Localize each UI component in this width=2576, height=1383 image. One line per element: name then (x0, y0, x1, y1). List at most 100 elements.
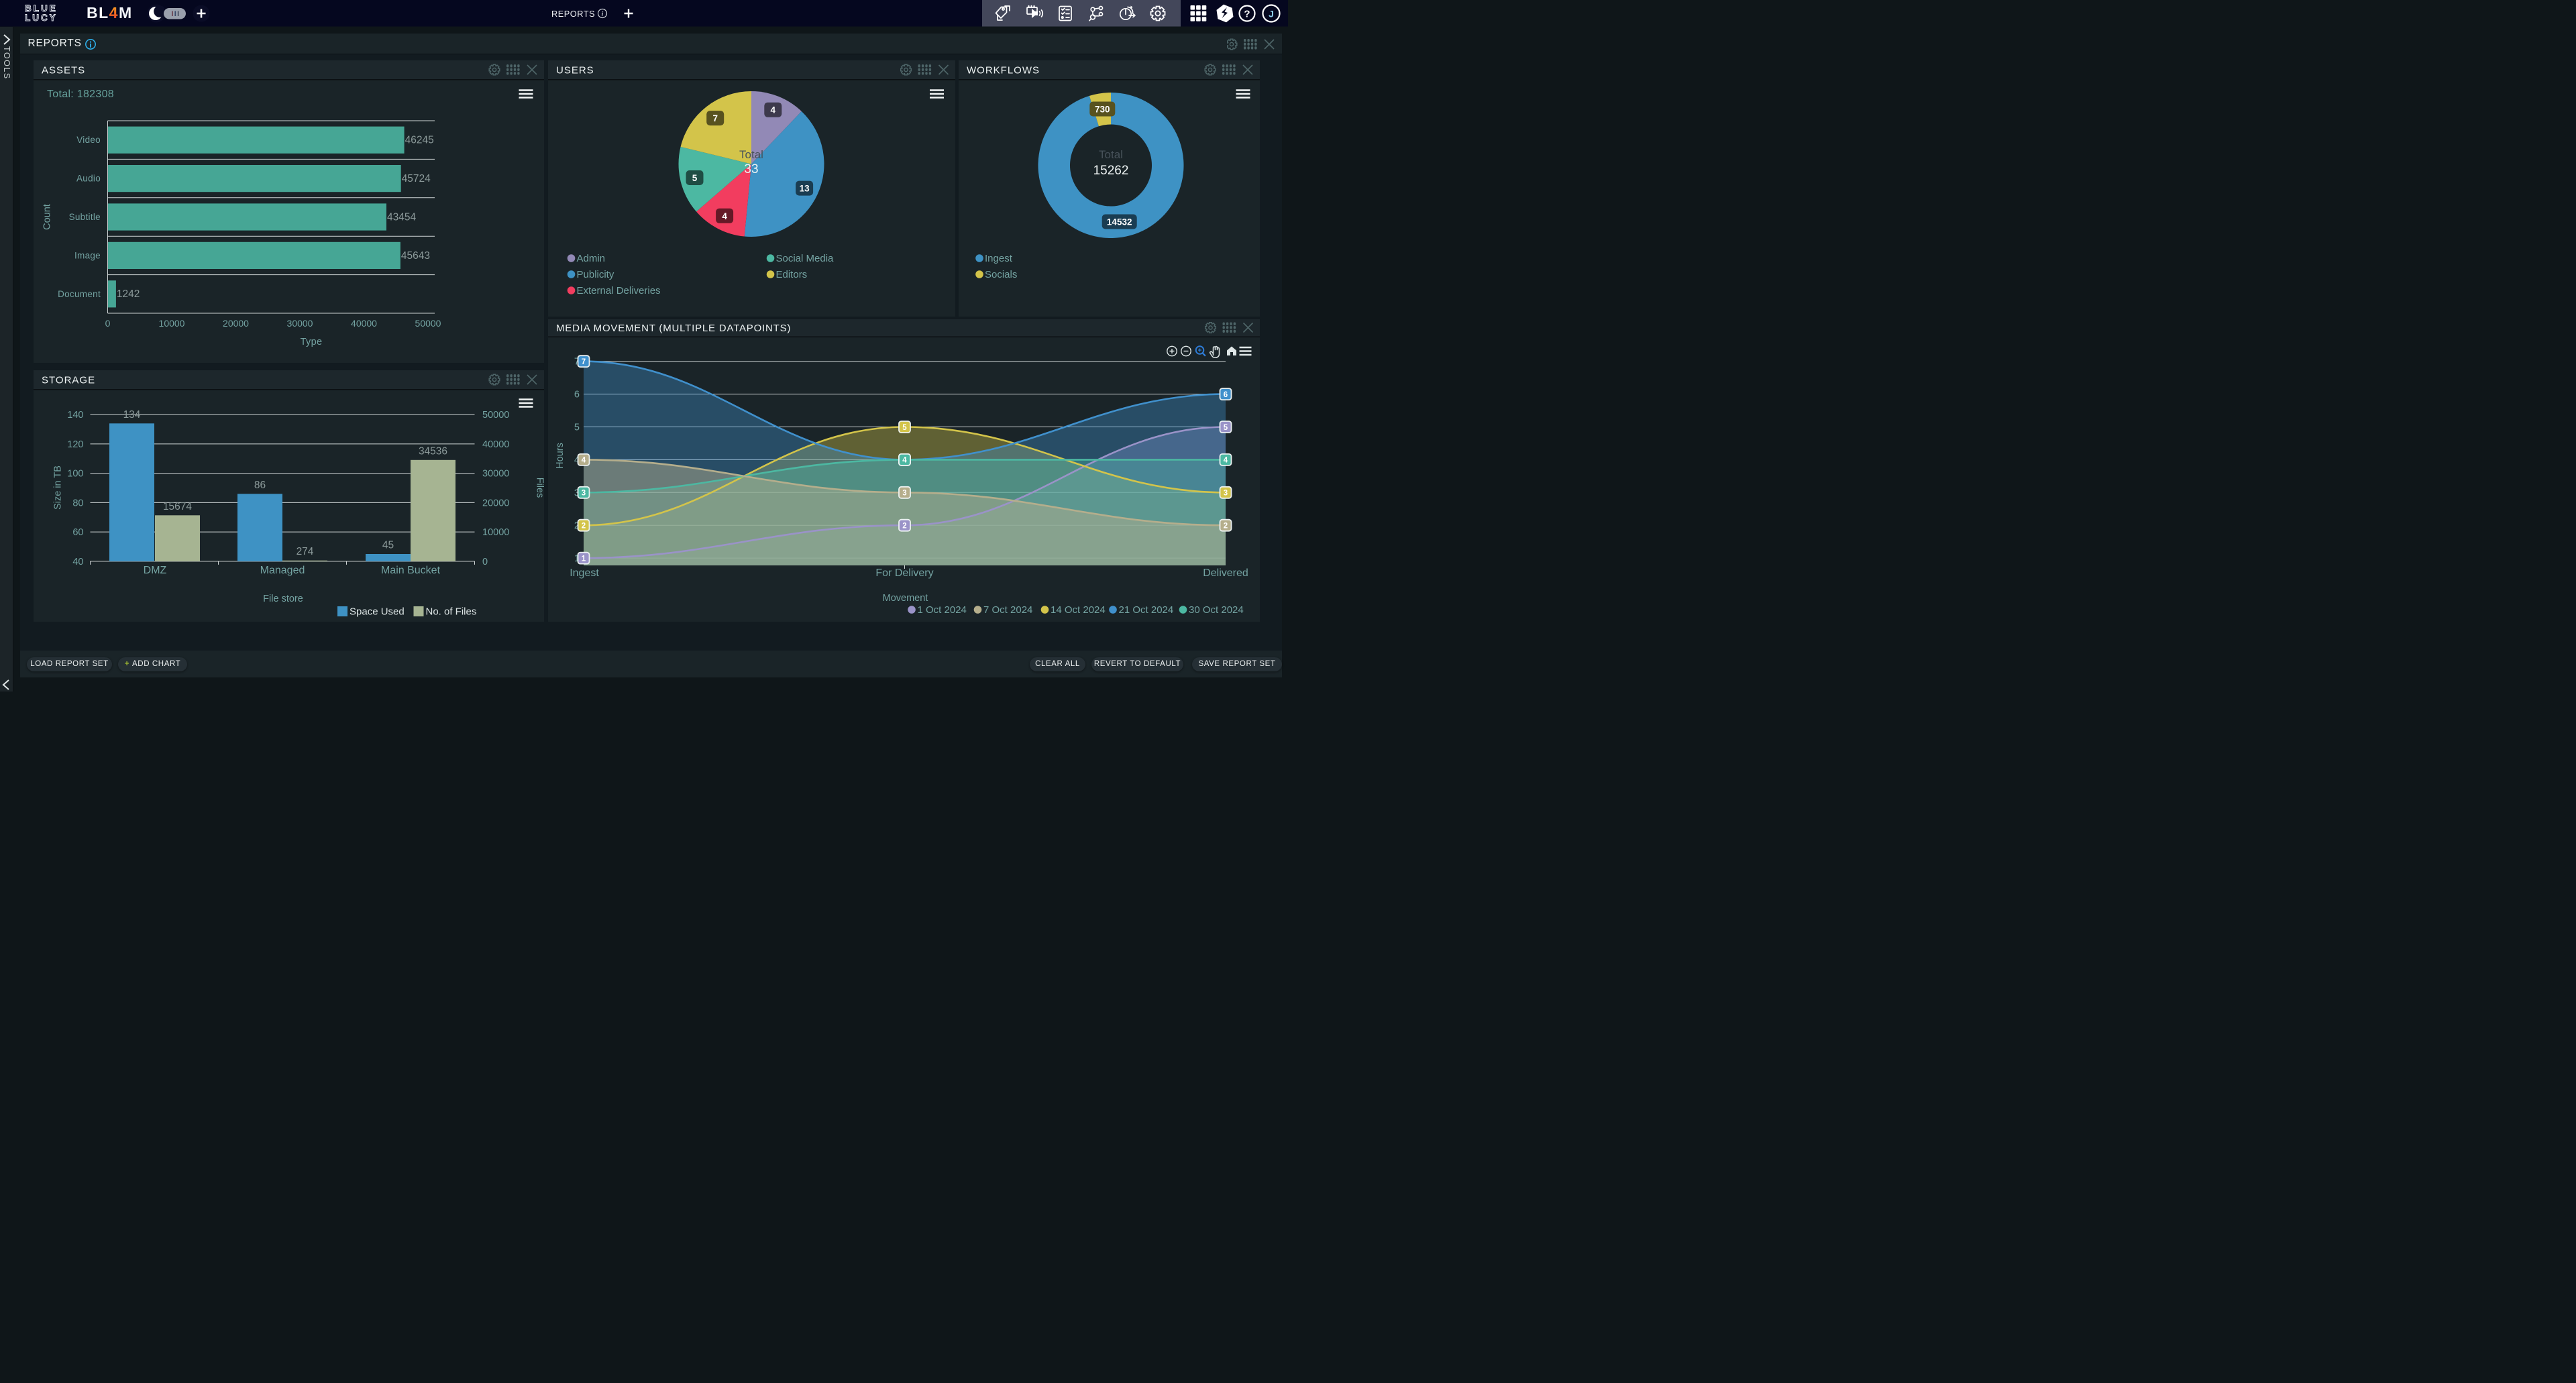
svg-text:Ingest: Ingest (570, 567, 599, 579)
svg-text:DMZ: DMZ (144, 565, 167, 576)
svg-text:LUCY: LUCY (25, 13, 58, 23)
svg-text:30000: 30000 (482, 468, 509, 479)
svg-text:Movement: Movement (882, 593, 928, 604)
svg-text:45643: 45643 (401, 250, 430, 262)
svg-text:274: 274 (297, 546, 314, 557)
svg-text:No. of Files: No. of Files (426, 606, 477, 617)
svg-text:40: 40 (72, 556, 83, 567)
svg-text:100: 100 (67, 468, 83, 479)
svg-text:15674: 15674 (163, 500, 192, 512)
svg-text:0: 0 (105, 318, 111, 329)
svg-text:Publicity: Publicity (576, 269, 614, 280)
svg-text:20000: 20000 (223, 318, 249, 329)
svg-text:45: 45 (382, 539, 394, 551)
svg-text:2: 2 (581, 522, 585, 531)
svg-text:Total: 182308: Total: 182308 (47, 89, 114, 100)
svg-text:30 Oct 2024: 30 Oct 2024 (1189, 604, 1244, 616)
svg-text:STORAGE: STORAGE (42, 374, 95, 386)
svg-text:86: 86 (254, 479, 266, 490)
svg-text:2: 2 (574, 520, 579, 531)
svg-text:730: 730 (1095, 105, 1110, 115)
svg-text:13: 13 (799, 184, 810, 194)
svg-text:Social Media: Social Media (775, 253, 834, 264)
svg-text:REPORTS: REPORTS (551, 9, 595, 19)
svg-text:Files: Files (535, 477, 545, 498)
svg-text:Socials: Socials (985, 269, 1017, 280)
svg-text:USERS: USERS (556, 65, 594, 76)
svg-text:5: 5 (902, 424, 907, 432)
svg-text:21 Oct 2024: 21 Oct 2024 (1118, 604, 1173, 616)
svg-text:4: 4 (722, 211, 727, 221)
svg-text:7: 7 (581, 358, 585, 366)
svg-text:Video: Video (76, 135, 101, 145)
svg-text:3: 3 (574, 488, 579, 498)
svg-text:10000: 10000 (159, 318, 185, 329)
svg-text:134: 134 (123, 408, 141, 420)
svg-text:i: i (602, 11, 604, 18)
svg-text:Admin: Admin (576, 253, 605, 264)
svg-text:50000: 50000 (415, 318, 441, 329)
svg-text:External Deliveries: External Deliveries (576, 285, 660, 296)
svg-text:Editors: Editors (775, 269, 807, 280)
svg-text:7: 7 (712, 113, 718, 123)
svg-text:15262: 15262 (1093, 164, 1129, 178)
svg-text:50000: 50000 (482, 410, 509, 421)
svg-text:Main Bucket: Main Bucket (381, 565, 441, 576)
svg-text:Size in TB: Size in TB (52, 465, 63, 510)
svg-text:4: 4 (902, 457, 907, 465)
svg-text:60: 60 (72, 527, 83, 538)
svg-text:45724: 45724 (402, 173, 431, 184)
svg-text:J: J (1269, 9, 1274, 19)
svg-text:3: 3 (1223, 490, 1227, 498)
svg-text:33: 33 (744, 162, 758, 176)
svg-text:4: 4 (1223, 457, 1228, 465)
svg-text:Managed: Managed (260, 565, 305, 576)
svg-text:Count: Count (42, 204, 53, 230)
svg-text:1242: 1242 (117, 288, 140, 300)
svg-text:7: 7 (574, 357, 579, 368)
svg-text:43454: 43454 (387, 211, 416, 223)
svg-text:5: 5 (692, 173, 697, 183)
svg-text:6: 6 (1223, 391, 1227, 399)
svg-text:Space Used: Space Used (350, 606, 405, 617)
svg-text:140: 140 (67, 410, 83, 421)
svg-text:Document: Document (58, 289, 101, 299)
svg-text:3: 3 (581, 490, 585, 498)
svg-text:BL4M: BL4M (87, 4, 133, 21)
svg-text:5: 5 (1223, 424, 1228, 432)
svg-text:7 Oct 2024: 7 Oct 2024 (983, 604, 1032, 616)
svg-text:MEDIA MOVEMENT (MULTIPLE DATAP: MEDIA MOVEMENT (MULTIPLE DATAPOINTS) (556, 323, 791, 334)
svg-text:3: 3 (902, 490, 906, 498)
svg-text:Total: Total (1099, 148, 1123, 161)
svg-text:4: 4 (574, 455, 579, 465)
svg-text:ASSETS: ASSETS (42, 65, 85, 76)
svg-text:10000: 10000 (482, 527, 509, 538)
svg-text:120: 120 (67, 439, 83, 449)
svg-text:1: 1 (574, 553, 579, 564)
svg-text:40000: 40000 (351, 318, 377, 329)
svg-text:Type: Type (301, 337, 323, 347)
svg-text:Ingest: Ingest (985, 253, 1013, 264)
svg-text:80: 80 (72, 498, 83, 508)
svg-text:Hours: Hours (555, 443, 566, 469)
svg-text:0: 0 (482, 556, 488, 567)
svg-text:14532: 14532 (1107, 217, 1132, 227)
svg-text:2: 2 (1223, 522, 1227, 531)
svg-text:1: 1 (581, 555, 586, 563)
svg-text:5: 5 (574, 423, 579, 433)
svg-text:30000: 30000 (287, 318, 313, 329)
svg-text:Audio: Audio (76, 174, 101, 184)
svg-text:2: 2 (902, 522, 906, 531)
svg-text:File store: File store (263, 594, 303, 604)
svg-text:46245: 46245 (405, 135, 434, 146)
svg-text:40000: 40000 (482, 439, 509, 449)
svg-text:WORKFLOWS: WORKFLOWS (967, 65, 1040, 76)
svg-text:For Delivery: For Delivery (875, 567, 933, 579)
svg-text:Total: Total (739, 148, 763, 161)
svg-text:Image: Image (74, 250, 101, 260)
svg-text:Delivered: Delivered (1203, 567, 1248, 579)
svg-text:1 Oct 2024: 1 Oct 2024 (917, 604, 966, 616)
svg-text:14 Oct 2024: 14 Oct 2024 (1051, 604, 1106, 616)
svg-text:Subtitle: Subtitle (69, 212, 101, 222)
svg-text:6: 6 (574, 390, 579, 400)
